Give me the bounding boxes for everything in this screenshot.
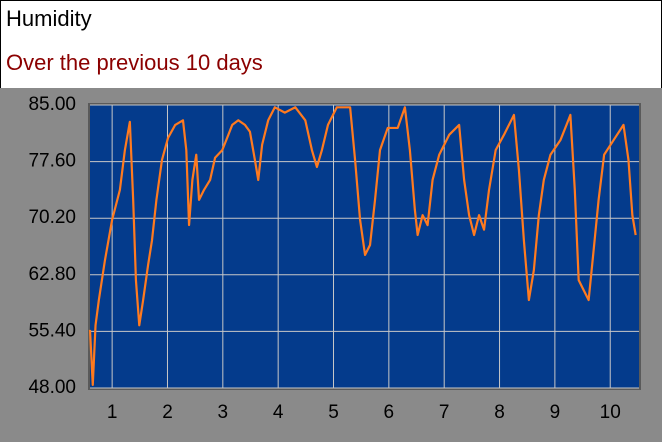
chart-title: Humidity	[6, 6, 92, 31]
y-tick-label: 62.80	[28, 264, 76, 285]
y-tick-label: 85.00	[28, 94, 76, 115]
x-tick-label: 7	[439, 402, 450, 423]
x-tick-label: 9	[550, 402, 561, 423]
x-tick-label: 6	[384, 402, 395, 423]
x-tick-label: 5	[328, 402, 339, 423]
chart-subtitle: Over the previous 10 days	[6, 50, 263, 75]
x-tick-label: 10	[600, 402, 621, 423]
x-tick-label: 4	[273, 402, 284, 423]
x-tick-label: 1	[107, 402, 118, 423]
x-tick-label: 8	[494, 402, 505, 423]
data-line	[88, 106, 637, 387]
y-tick-label: 48.00	[28, 377, 76, 398]
x-tick-label: 3	[218, 402, 229, 423]
y-tick-label: 55.40	[28, 320, 76, 341]
y-tick-label: 70.20	[28, 207, 76, 228]
y-tick-label: 77.60	[28, 151, 76, 172]
x-tick-label: 2	[162, 402, 173, 423]
